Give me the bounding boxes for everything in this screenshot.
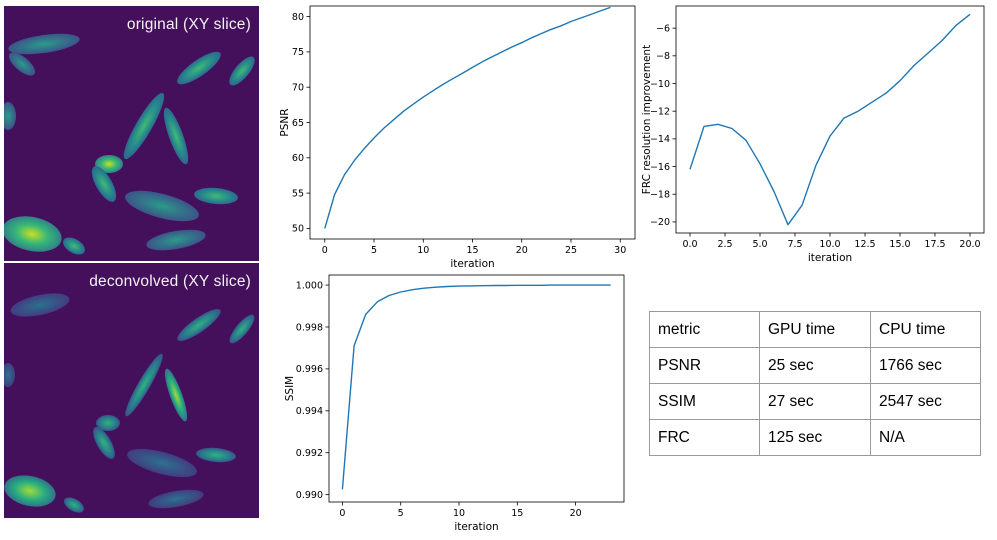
ssim-x-tick-label: 0 bbox=[339, 508, 345, 519]
table-row: FRC 125 sec N/A bbox=[649, 419, 981, 456]
frc-x-tick-label: 0.0 bbox=[682, 239, 697, 250]
psnr-x-tick-label: 15 bbox=[466, 245, 478, 256]
ssim-x-tick-label: 15 bbox=[511, 508, 523, 519]
frc-y-tick-label: −16 bbox=[650, 162, 670, 173]
frc-x-tick-label: 15.0 bbox=[889, 239, 910, 250]
table-cell: 25 sec bbox=[759, 347, 871, 384]
ssim-y-tick-label: 0.998 bbox=[296, 322, 323, 333]
frc-x-axis-label: iteration bbox=[808, 252, 852, 264]
frc-y-tick-label: −12 bbox=[650, 106, 670, 117]
frc-y-tick-label: −10 bbox=[650, 79, 670, 90]
deconvolved-image-art bbox=[4, 263, 259, 518]
original-image-art bbox=[4, 6, 259, 261]
psnr-y-tick-label: 75 bbox=[292, 47, 304, 58]
frc-y-tick-label: −20 bbox=[650, 217, 670, 228]
timing-table: metric GPU time CPU time PSNR 25 sec 176… bbox=[649, 311, 981, 456]
frc-series-line bbox=[689, 13, 971, 226]
ssim-y-tick-label: 0.996 bbox=[296, 364, 323, 375]
frc-x-tick-label: 20.0 bbox=[959, 239, 980, 250]
frc-y-tick-label: −14 bbox=[650, 134, 670, 145]
ssim-y-tick-label: 1.000 bbox=[296, 280, 323, 291]
psnr-x-axis-label: iteration bbox=[450, 258, 494, 270]
frc-y-tick-label: −6 bbox=[656, 23, 670, 34]
table-cell: 2547 sec bbox=[870, 383, 981, 420]
psnr-x-tick-label: 20 bbox=[516, 245, 528, 256]
frc-x-tick-label: 5.0 bbox=[752, 239, 767, 250]
psnr-y-tick-label: 55 bbox=[292, 188, 304, 199]
ssim-y-tick-label: 0.992 bbox=[296, 448, 323, 459]
psnr-x-tick-label: 0 bbox=[322, 245, 328, 256]
psnr-x-tick-label: 10 bbox=[417, 245, 429, 256]
table-header-cell: metric bbox=[649, 311, 760, 348]
frc-y-tick-label: −8 bbox=[656, 51, 670, 62]
ssim-x-tick-label: 10 bbox=[453, 508, 465, 519]
table-cell: 125 sec bbox=[759, 419, 871, 456]
psnr-series-line bbox=[324, 6, 611, 229]
table-header-cell: CPU time bbox=[870, 311, 981, 348]
psnr-y-tick-label: 70 bbox=[292, 82, 304, 93]
frc-y-axis-label: FRC resolution improvement bbox=[641, 45, 653, 194]
table-cell: N/A bbox=[870, 419, 981, 456]
psnr-x-tick-label: 25 bbox=[565, 245, 577, 256]
frc-y-tick-label: −18 bbox=[650, 190, 670, 201]
frc-x-tick-label: 7.5 bbox=[787, 239, 802, 250]
table-cell: PSNR bbox=[649, 347, 760, 384]
table-header-cell: GPU time bbox=[759, 311, 871, 348]
ssim-series-line bbox=[341, 284, 611, 490]
frc-x-tick-label: 17.5 bbox=[924, 239, 945, 250]
table-header-row: metric GPU time CPU time bbox=[649, 311, 981, 348]
original-image: original (XY slice) bbox=[4, 6, 259, 261]
ssim-x-tick-label: 5 bbox=[398, 508, 404, 519]
deconvolved-image-caption: deconvolved (XY slice) bbox=[89, 273, 251, 290]
psnr-y-tick-label: 50 bbox=[292, 224, 304, 235]
table-row: SSIM 27 sec 2547 sec bbox=[649, 383, 981, 420]
psnr-x-tick-label: 30 bbox=[614, 245, 626, 256]
ssim-x-axis-label: iteration bbox=[454, 521, 498, 533]
table-row: PSNR 25 sec 1766 sec bbox=[649, 347, 981, 384]
frc-x-tick-label: 2.5 bbox=[717, 239, 732, 250]
table-cell: 27 sec bbox=[759, 383, 871, 420]
table-cell: FRC bbox=[649, 419, 760, 456]
ssim-y-axis-label: SSIM bbox=[284, 376, 296, 402]
table-cell: 1766 sec bbox=[870, 347, 981, 384]
ssim-y-tick-label: 0.994 bbox=[296, 406, 323, 417]
frc-x-tick-label: 10.0 bbox=[819, 239, 840, 250]
ssim-axes-frame bbox=[328, 274, 625, 503]
ssim-x-tick-label: 20 bbox=[570, 508, 582, 519]
frc-x-tick-label: 12.5 bbox=[854, 239, 875, 250]
ssim-y-tick-label: 0.990 bbox=[296, 490, 323, 501]
psnr-y-tick-label: 80 bbox=[292, 12, 304, 23]
deconvolved-image: deconvolved (XY slice) bbox=[4, 263, 259, 518]
table-cell: SSIM bbox=[649, 383, 760, 420]
psnr-x-tick-label: 5 bbox=[371, 245, 377, 256]
psnr-y-axis-label: PSNR bbox=[279, 108, 291, 136]
psnr-y-tick-label: 65 bbox=[292, 118, 304, 129]
psnr-y-tick-label: 60 bbox=[292, 153, 304, 164]
original-image-caption: original (XY slice) bbox=[126, 16, 251, 33]
